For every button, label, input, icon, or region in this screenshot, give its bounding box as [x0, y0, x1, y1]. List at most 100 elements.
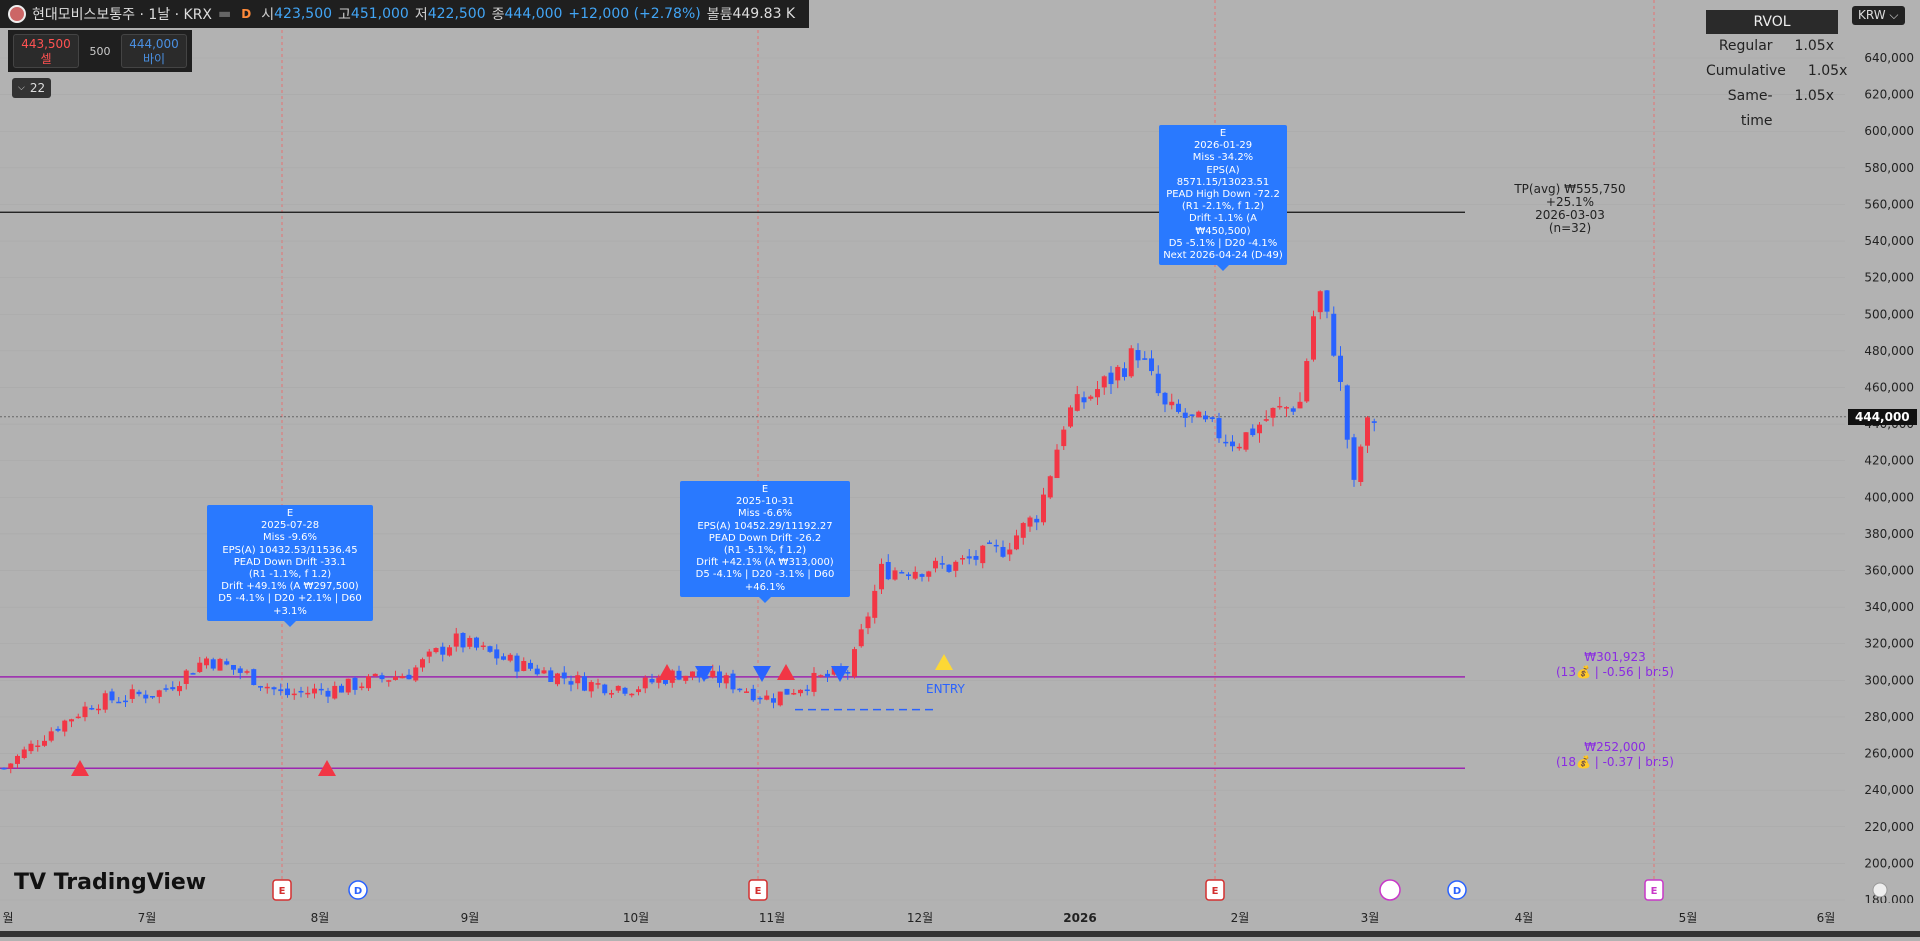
- candle-body: [426, 651, 432, 657]
- candle-body: [1365, 417, 1370, 446]
- earnings-box[interactable]: E 2025-10-31 Miss -6.6% EPS(A) 10452.29/111…: [680, 481, 850, 603]
- candle-body: [1088, 396, 1094, 399]
- candle-body: [1061, 429, 1067, 447]
- candle-body: [1149, 358, 1154, 372]
- candle-body: [204, 658, 209, 666]
- target-line: TP(avg) ₩555,750: [1514, 182, 1626, 196]
- y-tick-label: 360,000: [1864, 564, 1914, 578]
- candle-body: [1034, 518, 1040, 523]
- candle-body: [264, 686, 270, 689]
- earnings-marker-icon: [748, 879, 768, 901]
- x-tick-label: 9월: [461, 911, 480, 925]
- candle-body: [1297, 401, 1303, 409]
- candle-body: [1, 767, 7, 770]
- candle-body: [339, 685, 344, 693]
- candle-body: [1230, 441, 1235, 447]
- buy-button[interactable]: 444,000 바이: [121, 34, 187, 68]
- candle-body: [1155, 373, 1161, 394]
- candle-body: [575, 675, 581, 684]
- y-tick-label: 620,000: [1864, 88, 1914, 102]
- earnings-marker: E: [748, 879, 768, 901]
- y-tick-label: 280,000: [1864, 710, 1914, 724]
- earnings-box-line: 2025-10-31: [735, 496, 795, 508]
- candle-body: [1095, 389, 1100, 398]
- timeframe-badge[interactable]: D: [241, 7, 252, 21]
- candle-body: [946, 564, 952, 572]
- candle-body: [737, 688, 743, 691]
- candle-body: [615, 685, 621, 691]
- dividend-marker-icon: [1447, 880, 1467, 900]
- earnings-box-line: EPS(A) 10452.29/11192.27: [697, 520, 833, 532]
- candle-body: [62, 720, 68, 732]
- candle-body: [1047, 476, 1053, 498]
- candle-body: [75, 716, 81, 719]
- up-signal-marker: [658, 664, 676, 680]
- candle-body: [541, 670, 547, 674]
- candle-body: [1108, 372, 1114, 385]
- candle-body: [1324, 290, 1330, 312]
- candle-body: [82, 706, 88, 718]
- x-tick-label: 8월: [311, 911, 330, 925]
- candle-body: [231, 665, 236, 670]
- event-marker-label: D: [354, 886, 362, 897]
- rvol-value: 1.05x: [1807, 63, 1848, 79]
- candle-body: [143, 694, 149, 699]
- candle-body: [1000, 546, 1006, 557]
- indicators-toggle[interactable]: ⌵ 22: [12, 78, 52, 98]
- candle-body: [744, 691, 749, 693]
- chevron-down-icon: ⌵: [18, 83, 25, 93]
- earnings-box-line: PEAD Down Drift -33.1: [233, 556, 347, 568]
- x-tick-label: 월: [2, 911, 13, 925]
- candle-body: [447, 647, 452, 656]
- earnings-box[interactable]: E 2026-01-29 Miss -34.2% EPS(A) 8571.15/130…: [1159, 125, 1287, 272]
- candle-body: [966, 556, 972, 559]
- open-value: 423,500: [274, 6, 333, 22]
- candle-body: [244, 671, 250, 673]
- earnings-box-line: (R1 -2.1%, f 1.2): [1181, 201, 1265, 213]
- candle-body: [784, 688, 790, 695]
- candle-body: [386, 680, 392, 682]
- candle-body: [1169, 401, 1175, 406]
- zone-detail: (18💰 | -0.37 | br:5): [1556, 755, 1674, 769]
- zone-detail: (13💰 | -0.56 | br:5): [1556, 665, 1674, 679]
- candle-body: [798, 689, 803, 694]
- down-signal-marker: [695, 666, 713, 682]
- low-value: 422,500: [427, 6, 486, 22]
- down-signal-marker: [831, 666, 849, 682]
- zone-price: ₩252,000: [1584, 740, 1646, 754]
- candle-body: [717, 671, 722, 683]
- level-lines: [0, 211, 1848, 769]
- candle-body: [109, 691, 115, 701]
- up-signal-marker: [71, 760, 89, 776]
- grid-lines: [0, 57, 1845, 901]
- candle-body: [352, 677, 358, 690]
- candle-body: [1101, 376, 1107, 388]
- candle-body: [818, 675, 824, 677]
- candle-body: [1358, 446, 1364, 482]
- sell-label: 셀: [40, 52, 52, 66]
- currency-selector[interactable]: KRW ⌵: [1852, 6, 1905, 25]
- rvol-row: Same-time 1.05x: [1706, 84, 1838, 129]
- x-axis: 월 7월 8월 9월 10월 11월 12월 2026 2월 3월 4월 5월 6월: [0, 903, 1920, 941]
- candle-body: [325, 690, 331, 697]
- y-tick-label: 420,000: [1864, 454, 1914, 468]
- rvol-value: 1.05x: [1794, 88, 1834, 104]
- y-tick-label: 220,000: [1864, 820, 1914, 834]
- up-signal-marker: [777, 664, 795, 680]
- sell-button[interactable]: 443,500 셀: [13, 34, 79, 68]
- earnings-marker: E: [1205, 879, 1225, 901]
- symbol-header[interactable]: 현대모비스보통주 · 1날 · KRX ▬ D 시 423,500 고 451,00…: [0, 0, 810, 28]
- earnings-marker: E: [272, 879, 292, 901]
- candle-body: [622, 687, 628, 694]
- dividend-marker: D: [348, 880, 368, 900]
- x-tick-label: 6월: [1817, 911, 1836, 925]
- candle-body: [28, 743, 34, 752]
- candle-body: [312, 688, 317, 694]
- earnings-box[interactable]: E 2025-07-28 Miss -9.6% EPS(A) 10432.53/115…: [207, 505, 373, 627]
- y-tick-label: 460,000: [1864, 380, 1914, 394]
- change-value: +12,000 (+2.78%): [568, 6, 701, 22]
- earnings-box-line: Miss -9.6%: [262, 532, 318, 544]
- candle-body: [953, 561, 959, 571]
